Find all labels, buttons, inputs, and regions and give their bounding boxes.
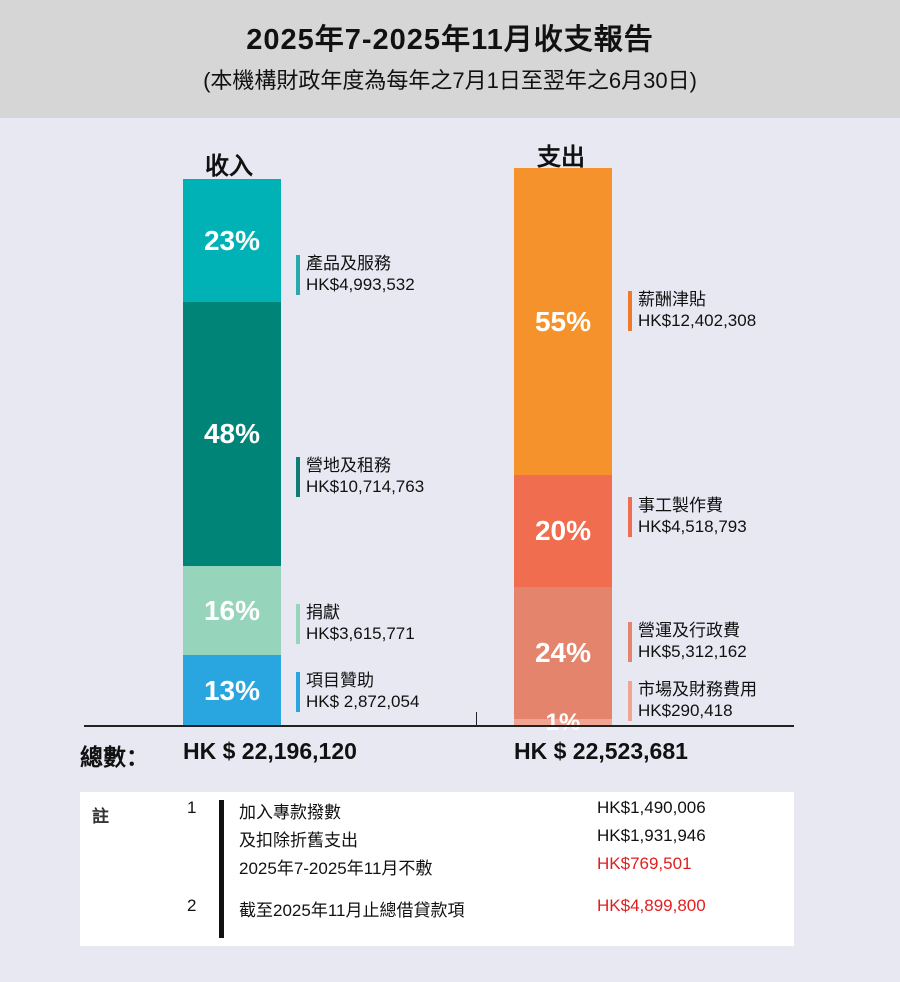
segment-pct-label: 1% [545, 708, 581, 736]
legend-swatch [628, 622, 632, 662]
legend-item: 營地及租務 HK$10,714,763 [296, 455, 424, 497]
expense-bar: 55% 20% 24% 1% [514, 168, 612, 736]
notes-label: 註 [92, 807, 109, 826]
note-amount: HK$769,501 [597, 854, 692, 873]
legend-name: 薪酬津貼 [638, 290, 706, 309]
legend-item: 捐獻 HK$3,615,771 [296, 602, 415, 644]
legend-name: 營地及租務 [306, 456, 391, 475]
baseline-tick [476, 712, 477, 726]
legend-name: 營運及行政費 [638, 621, 740, 640]
segment-pct-label: 20% [534, 515, 592, 546]
legend-swatch [296, 672, 300, 712]
expense-segment-3: 1% [514, 709, 612, 736]
legend-amount: HK$4,518,793 [638, 517, 747, 536]
expense-title: 支出 [537, 144, 585, 171]
legend-swatch [628, 681, 632, 721]
legend-swatch [296, 255, 300, 295]
total-label: 總數： [80, 744, 149, 770]
segment-pct-label: 24% [534, 637, 592, 668]
income-segment-2: 16% [183, 566, 281, 655]
legend-amount: HK$3,615,771 [306, 624, 415, 643]
legend-amount: HK$5,312,162 [638, 642, 747, 661]
income-segment-3: 13% [183, 655, 281, 726]
legend-name: 市場及財務費用 [638, 680, 757, 699]
note-amount: HK$1,931,946 [597, 826, 706, 845]
report-header: 2025年7-2025年11月收支報告 (本機構財政年度為每年之7月1日至翌年之… [0, 0, 900, 118]
expense-segment-2: 24% [514, 587, 612, 719]
chart-baseline [84, 725, 794, 727]
legend-swatch [628, 291, 632, 331]
legend-item: 項目贊助 HK$ 2,872,054 [296, 670, 419, 712]
legend-item: 薪酬津貼 HK$12,402,308 [628, 289, 756, 331]
report-subtitle: (本機構財政年度為每年之7月1日至翌年之6月30日) [203, 68, 697, 93]
legend-item: 營運及行政費 HK$5,312,162 [628, 620, 747, 662]
legend-amount: HK$10,714,763 [306, 477, 425, 496]
expense-segment-0: 55% [514, 168, 612, 475]
note-text: 截至2025年11月止總借貸款項 [239, 901, 465, 920]
legend-amount: HK$290,418 [638, 701, 733, 720]
segment-pct-label: 13% [203, 674, 261, 706]
notes-divider [219, 800, 224, 938]
note-text: 加入專款撥數 [239, 803, 341, 822]
note-number: 2 [187, 896, 197, 915]
legend-name: 捐獻 [306, 603, 340, 622]
note-text: 及扣除折舊支出 [239, 831, 358, 850]
income-segment-1: 48% [183, 302, 281, 566]
legend-item: 市場及財務費用 HK$290,418 [628, 679, 757, 721]
income-bar: 23% 48% 16% 13% [183, 179, 281, 726]
expense-segment-1: 20% [514, 475, 612, 587]
legend-amount: HK$ 2,872,054 [306, 692, 420, 711]
legend-name: 產品及服務 [306, 254, 391, 273]
note-number: 1 [187, 798, 197, 817]
legend-amount: HK$12,402,308 [638, 311, 757, 330]
income-total: HK $ 22,196,120 [183, 738, 357, 764]
report-title: 2025年7-2025年11月收支報告 [246, 24, 654, 56]
segment-pct-label: 55% [534, 305, 592, 337]
income-segment-0: 23% [183, 179, 281, 302]
note-amount: HK$1,490,006 [597, 798, 706, 817]
legend-item: 產品及服務 HK$4,993,532 [296, 253, 415, 295]
legend-item: 事工製作費 HK$4,518,793 [628, 495, 747, 537]
note-text: 2025年7-2025年11月不敷 [239, 859, 433, 878]
segment-pct-label: 48% [203, 418, 261, 449]
legend-name: 項目贊助 [306, 671, 374, 690]
segment-pct-label: 16% [203, 594, 261, 626]
legend-swatch [296, 604, 300, 644]
legend-amount: HK$4,993,532 [306, 275, 415, 294]
note-amount: HK$4,899,800 [597, 896, 706, 915]
legend-swatch [628, 497, 632, 537]
legend-swatch [296, 457, 300, 497]
segment-pct-label: 23% [203, 224, 261, 256]
expense-total: HK $ 22,523,681 [514, 738, 688, 764]
notes-box: 註 1 加入專款撥數 HK$1,490,006 及扣除折舊支出 HK$1,931,946… [80, 792, 794, 946]
income-title: 收入 [205, 153, 253, 180]
legend-name: 事工製作費 [638, 496, 723, 515]
